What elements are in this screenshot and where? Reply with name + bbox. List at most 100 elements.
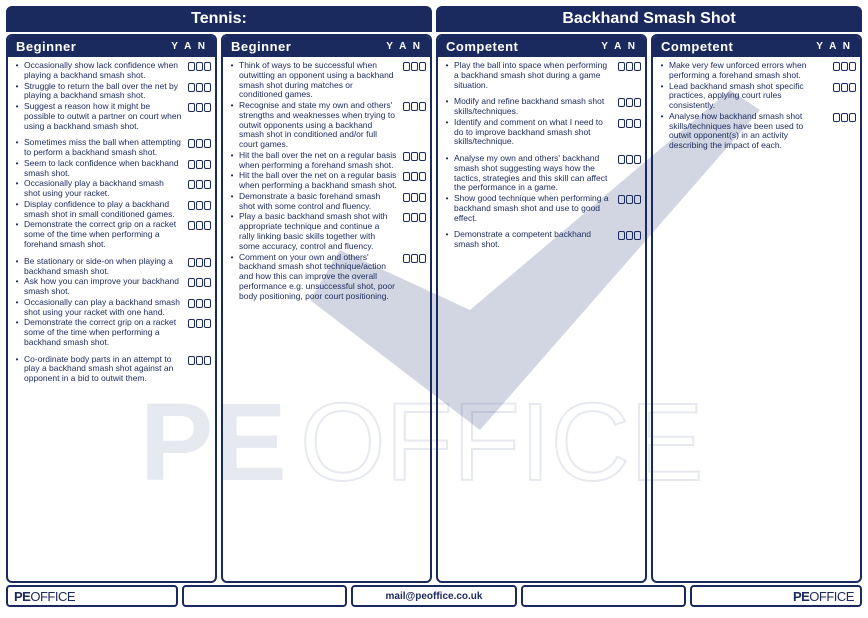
checkbox[interactable] bbox=[403, 254, 410, 263]
checkbox[interactable] bbox=[188, 258, 195, 267]
bullet-icon: • bbox=[659, 82, 665, 92]
checkbox[interactable] bbox=[196, 62, 203, 71]
checkbox[interactable] bbox=[188, 356, 195, 365]
checkbox[interactable] bbox=[188, 139, 195, 148]
checkbox[interactable] bbox=[626, 119, 633, 128]
checkbox[interactable] bbox=[204, 201, 211, 210]
checkbox[interactable] bbox=[196, 278, 203, 287]
checkbox[interactable] bbox=[634, 195, 641, 204]
checkbox[interactable] bbox=[626, 98, 633, 107]
checkbox[interactable] bbox=[634, 155, 641, 164]
checkbox[interactable] bbox=[833, 113, 840, 122]
checkbox[interactable] bbox=[419, 213, 426, 222]
checkbox[interactable] bbox=[634, 231, 641, 240]
checkbox[interactable] bbox=[188, 299, 195, 308]
checkbox[interactable] bbox=[411, 152, 418, 161]
checkbox[interactable] bbox=[403, 102, 410, 111]
checkbox[interactable] bbox=[841, 83, 848, 92]
checkbox[interactable] bbox=[403, 62, 410, 71]
checkbox[interactable] bbox=[204, 180, 211, 189]
checkbox[interactable] bbox=[204, 319, 211, 328]
checkbox[interactable] bbox=[634, 119, 641, 128]
checkbox[interactable] bbox=[196, 180, 203, 189]
checkbox[interactable] bbox=[196, 319, 203, 328]
checkbox[interactable] bbox=[411, 193, 418, 202]
checkbox[interactable] bbox=[196, 201, 203, 210]
checkbox[interactable] bbox=[849, 62, 856, 71]
checkbox[interactable] bbox=[204, 160, 211, 169]
checkbox[interactable] bbox=[188, 83, 195, 92]
checkbox[interactable] bbox=[618, 98, 625, 107]
checkbox[interactable] bbox=[626, 231, 633, 240]
checkbox[interactable] bbox=[841, 62, 848, 71]
checkbox[interactable] bbox=[188, 160, 195, 169]
checkbox[interactable] bbox=[204, 258, 211, 267]
checkbox[interactable] bbox=[188, 278, 195, 287]
checkbox[interactable] bbox=[411, 254, 418, 263]
bullet-icon: • bbox=[14, 318, 20, 328]
checkbox[interactable] bbox=[833, 62, 840, 71]
checkbox[interactable] bbox=[841, 113, 848, 122]
checkbox[interactable] bbox=[411, 172, 418, 181]
checkbox[interactable] bbox=[626, 155, 633, 164]
checkbox[interactable] bbox=[204, 356, 211, 365]
checkbox[interactable] bbox=[849, 83, 856, 92]
checkbox[interactable] bbox=[833, 83, 840, 92]
item-text: Occasionally play a backhand smash shot … bbox=[24, 179, 184, 199]
bullet-icon: • bbox=[444, 97, 450, 107]
checkbox[interactable] bbox=[419, 152, 426, 161]
checkbox[interactable] bbox=[403, 152, 410, 161]
checkbox[interactable] bbox=[196, 160, 203, 169]
checkbox[interactable] bbox=[196, 221, 203, 230]
checkbox[interactable] bbox=[419, 254, 426, 263]
checkbox[interactable] bbox=[411, 102, 418, 111]
list-item: •Make very few unforced errors when perf… bbox=[659, 61, 856, 81]
checkbox[interactable] bbox=[188, 180, 195, 189]
list-item: •Demonstrate the correct grip on a racke… bbox=[14, 220, 211, 249]
checkbox[interactable] bbox=[419, 102, 426, 111]
checkbox[interactable] bbox=[196, 299, 203, 308]
checkbox[interactable] bbox=[634, 62, 641, 71]
checkbox[interactable] bbox=[196, 139, 203, 148]
checkbox[interactable] bbox=[618, 231, 625, 240]
checkbox[interactable] bbox=[618, 155, 625, 164]
checkbox[interactable] bbox=[204, 83, 211, 92]
checkbox[interactable] bbox=[618, 62, 625, 71]
bullet-icon: • bbox=[229, 171, 235, 181]
checkbox[interactable] bbox=[419, 62, 426, 71]
checkbox[interactable] bbox=[634, 98, 641, 107]
checkbox[interactable] bbox=[618, 195, 625, 204]
checkbox[interactable] bbox=[188, 221, 195, 230]
item-text: Suggest a reason how it might be possibl… bbox=[24, 102, 184, 131]
checkbox[interactable] bbox=[204, 139, 211, 148]
checkbox[interactable] bbox=[188, 319, 195, 328]
checkbox[interactable] bbox=[196, 258, 203, 267]
checkbox[interactable] bbox=[196, 83, 203, 92]
bullet-icon: • bbox=[14, 102, 20, 112]
checkbox[interactable] bbox=[204, 299, 211, 308]
checkbox[interactable] bbox=[403, 193, 410, 202]
checkbox[interactable] bbox=[411, 213, 418, 222]
checkbox[interactable] bbox=[188, 62, 195, 71]
checkbox[interactable] bbox=[204, 62, 211, 71]
checkbox[interactable] bbox=[403, 213, 410, 222]
list-item: •Seem to lack confidence when backhand s… bbox=[14, 159, 211, 179]
checkbox[interactable] bbox=[403, 172, 410, 181]
checkbox[interactable] bbox=[419, 193, 426, 202]
checkbox[interactable] bbox=[196, 103, 203, 112]
bullet-icon: • bbox=[444, 118, 450, 128]
checkbox[interactable] bbox=[188, 201, 195, 210]
checkbox[interactable] bbox=[196, 356, 203, 365]
checkbox[interactable] bbox=[204, 103, 211, 112]
checkbox[interactable] bbox=[849, 113, 856, 122]
yan-label: Y A N bbox=[816, 41, 852, 52]
checkbox[interactable] bbox=[411, 62, 418, 71]
checkbox[interactable] bbox=[188, 103, 195, 112]
checkbox[interactable] bbox=[204, 278, 211, 287]
yan-boxes bbox=[188, 61, 211, 71]
checkbox[interactable] bbox=[204, 221, 211, 230]
checkbox[interactable] bbox=[626, 195, 633, 204]
checkbox[interactable] bbox=[419, 172, 426, 181]
checkbox[interactable] bbox=[618, 119, 625, 128]
checkbox[interactable] bbox=[626, 62, 633, 71]
